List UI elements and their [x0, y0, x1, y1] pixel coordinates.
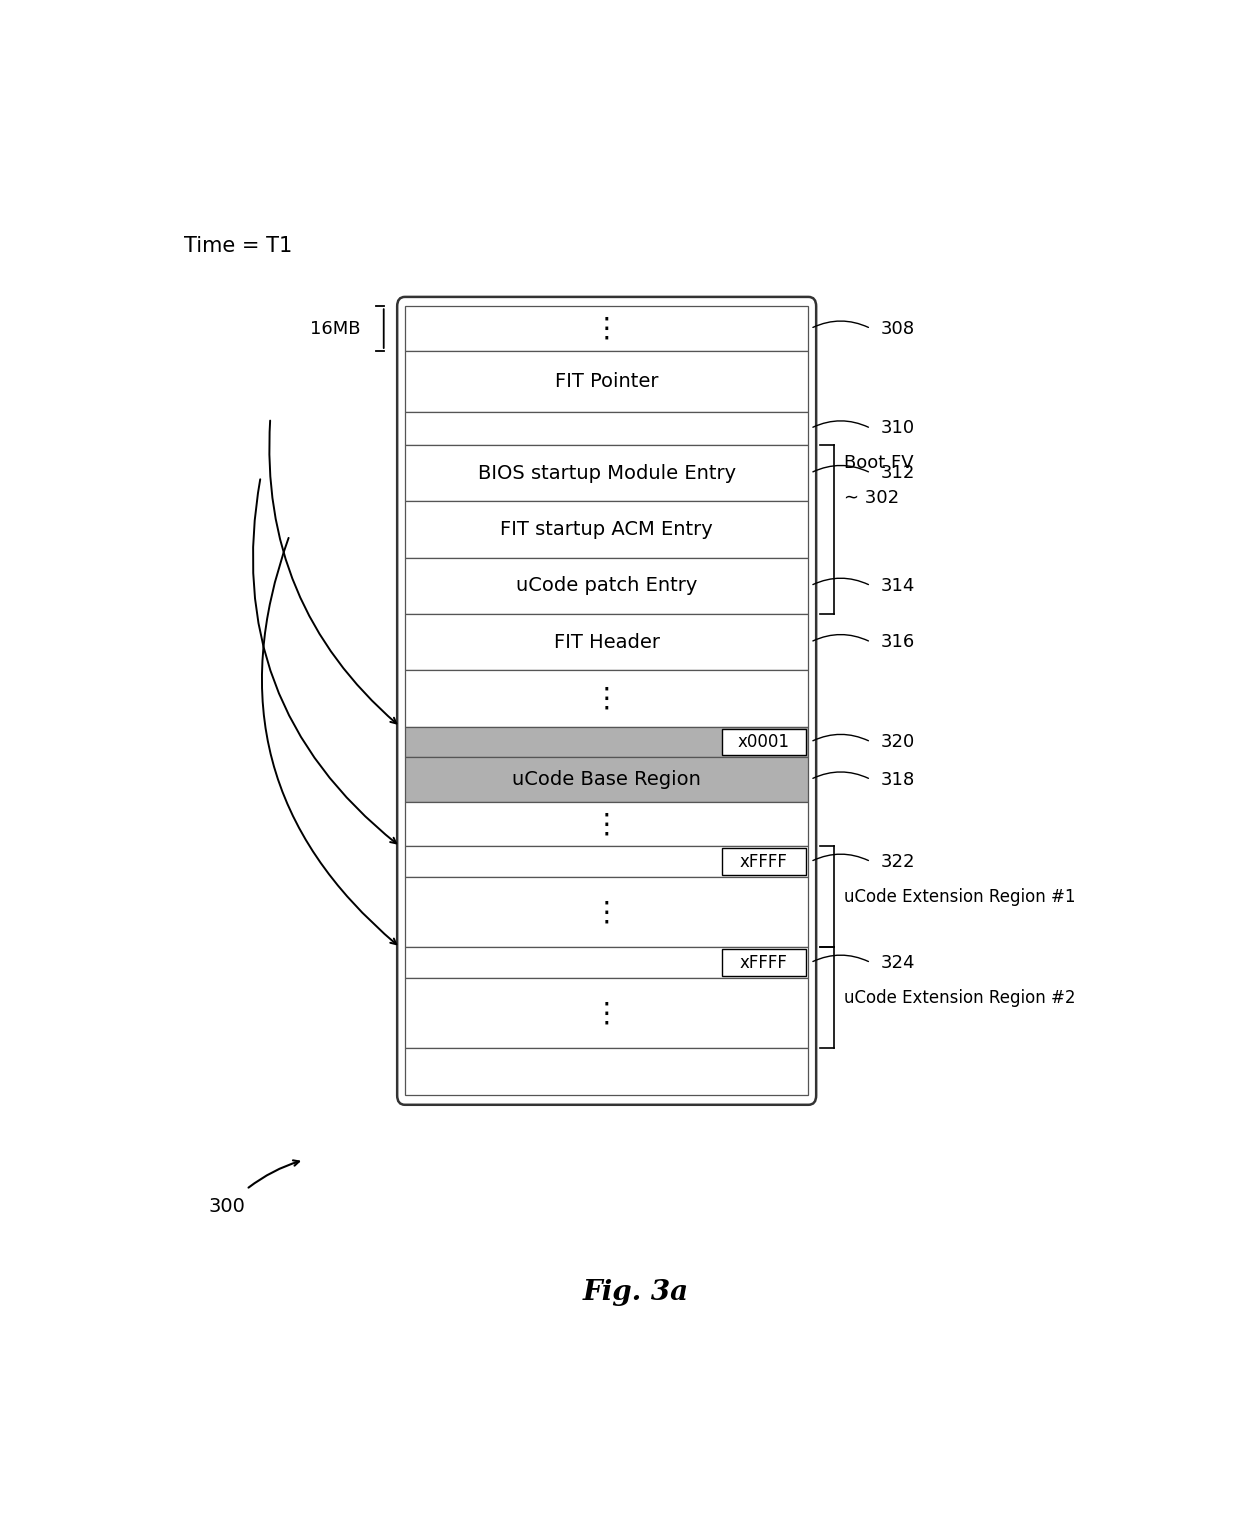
Text: uCode Extension Region #1: uCode Extension Region #1 [844, 888, 1075, 906]
Text: 16MB: 16MB [310, 320, 361, 337]
Bar [404, 978, 808, 1048]
Text: ⋮: ⋮ [593, 810, 620, 839]
Text: xFFFF: xFFFF [740, 953, 787, 971]
Bar [404, 502, 808, 558]
Bar [404, 351, 808, 412]
Text: Fig. 3a: Fig. 3a [583, 1279, 688, 1307]
Text: uCode patch Entry: uCode patch Entry [516, 576, 697, 595]
Bar [404, 307, 808, 351]
Bar [404, 727, 808, 758]
Text: uCode Extension Region #2: uCode Extension Region #2 [844, 988, 1075, 1007]
Text: Time = T1: Time = T1 [184, 236, 293, 256]
Text: 316: 316 [880, 633, 915, 651]
Bar [404, 615, 808, 671]
Text: FIT Pointer: FIT Pointer [556, 372, 658, 390]
Bar [404, 445, 808, 502]
FancyBboxPatch shape [722, 729, 806, 755]
Text: uCode Base Region: uCode Base Region [512, 770, 701, 788]
Text: ⋮: ⋮ [593, 314, 620, 343]
Text: 322: 322 [880, 852, 915, 871]
Text: 314: 314 [880, 576, 915, 595]
Bar [404, 947, 808, 978]
Text: 312: 312 [880, 464, 915, 482]
FancyBboxPatch shape [397, 297, 816, 1104]
Text: 324: 324 [880, 953, 915, 971]
Bar [404, 558, 808, 615]
Text: FIT startup ACM Entry: FIT startup ACM Entry [500, 520, 713, 538]
Bar [404, 412, 808, 445]
Text: ∼ 302: ∼ 302 [844, 490, 899, 508]
Text: Boot FV: Boot FV [844, 454, 914, 473]
Text: x0001: x0001 [738, 734, 790, 750]
Text: xFFFF: xFFFF [740, 852, 787, 871]
Bar [404, 846, 808, 877]
FancyBboxPatch shape [722, 848, 806, 875]
Text: BIOS startup Module Entry: BIOS startup Module Entry [477, 464, 735, 482]
FancyBboxPatch shape [722, 950, 806, 976]
Text: ⋮: ⋮ [593, 898, 620, 926]
Bar [404, 877, 808, 947]
Text: 320: 320 [880, 734, 915, 750]
Text: 308: 308 [880, 320, 915, 337]
Bar [404, 802, 808, 846]
Text: 318: 318 [880, 770, 915, 788]
Bar [404, 671, 808, 727]
Bar [404, 758, 808, 802]
Text: ⋮: ⋮ [593, 999, 620, 1028]
Bar [404, 1048, 808, 1095]
Text: FIT Header: FIT Header [554, 633, 660, 651]
Text: 300: 300 [208, 1197, 246, 1217]
Text: ⋮: ⋮ [593, 685, 620, 712]
Text: 310: 310 [880, 419, 915, 438]
